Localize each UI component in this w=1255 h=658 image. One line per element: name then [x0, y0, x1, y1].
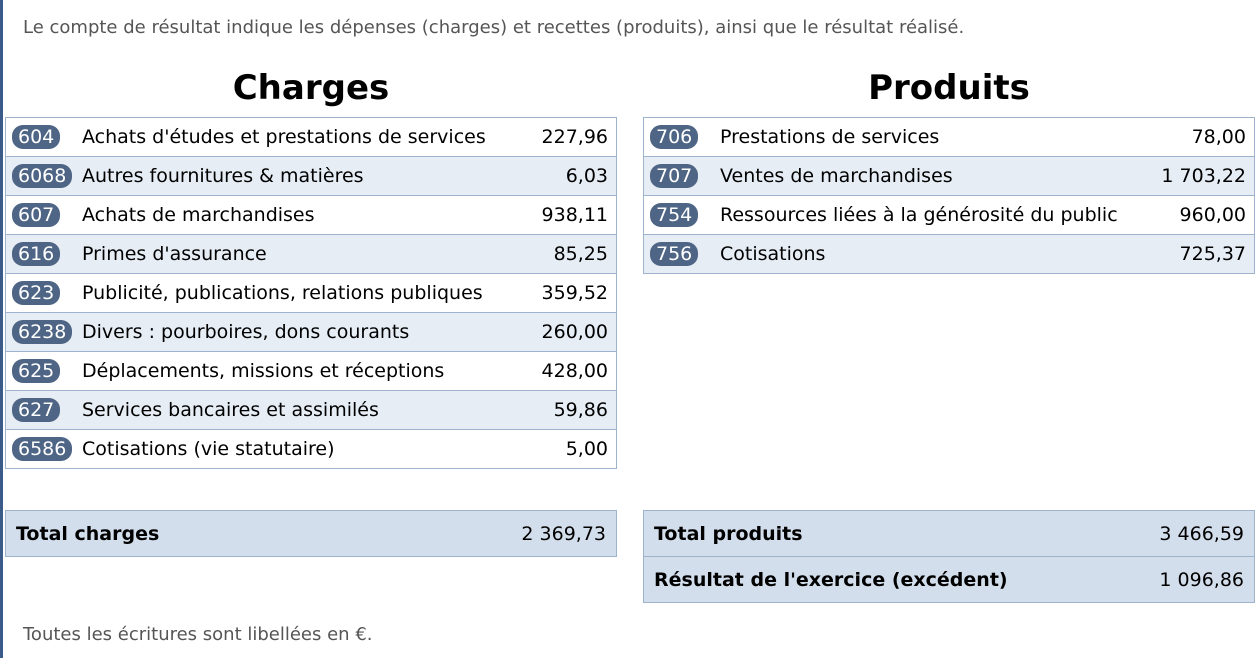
total-row: Total charges 2 369,73 [4, 510, 617, 557]
total-row: Total produits 3 466,59 [643, 510, 1255, 557]
result-amount: 1 096,86 [1120, 556, 1255, 603]
account-label: Primes d'assurance [82, 234, 533, 274]
charges-table: 604 Achats d'études et prestations de se… [5, 117, 617, 469]
account-label: Cotisations (vie statutaire) [82, 429, 533, 469]
table-row: 6238 Divers : pourboires, dons courants … [5, 312, 617, 352]
account-code-badge[interactable]: 6068 [12, 164, 73, 188]
account-label: Ventes de marchandises [720, 156, 1154, 196]
table-row: 616 Primes d'assurance 85,25 [5, 234, 617, 274]
account-label: Déplacements, missions et réceptions [82, 351, 533, 391]
account-label: Services bancaires et assimilés [82, 390, 533, 430]
account-code-badge[interactable]: 627 [12, 398, 61, 422]
charges-totals: Total charges 2 369,73 [4, 510, 617, 557]
table-row: 707 Ventes de marchandises 1 703,22 [643, 156, 1255, 196]
charges-title: Charges [232, 68, 390, 108]
account-code-badge[interactable]: 756 [650, 242, 699, 266]
account-amount: 6,03 [532, 156, 617, 196]
account-amount: 725,37 [1153, 234, 1255, 274]
account-code-badge[interactable]: 707 [650, 164, 699, 188]
account-label: Achats d'études et prestations de servic… [82, 117, 533, 157]
account-code-badge[interactable]: 607 [12, 203, 61, 227]
table-row: 6068 Autres fournitures & matières 6,03 [5, 156, 617, 196]
account-amount: 5,00 [532, 429, 617, 469]
table-row: 754 Ressources liées à la générosité du … [643, 195, 1255, 235]
produits-table: 706 Prestations de services 78,00 707 Ve… [643, 117, 1255, 274]
total-produits-label: Total produits [643, 510, 1121, 557]
account-label: Publicité, publications, relations publi… [82, 273, 533, 313]
total-charges-amount: 2 369,73 [377, 510, 617, 557]
table-row: 6586 Cotisations (vie statutaire) 5,00 [5, 429, 617, 469]
total-produits-amount: 3 466,59 [1120, 510, 1255, 557]
total-charges-label: Total charges [4, 510, 378, 557]
account-label: Cotisations [720, 234, 1154, 274]
account-amount: 1 703,22 [1153, 156, 1255, 196]
account-code-badge[interactable]: 706 [650, 125, 699, 149]
account-amount: 428,00 [532, 351, 617, 391]
table-row: 706 Prestations de services 78,00 [643, 117, 1255, 157]
account-label: Divers : pourboires, dons courants [82, 312, 533, 352]
account-code-badge[interactable]: 604 [12, 125, 61, 149]
account-amount: 59,86 [532, 390, 617, 430]
footer-note: Toutes les écritures sont libellées en €… [23, 624, 373, 645]
table-row: 756 Cotisations 725,37 [643, 234, 1255, 274]
table-row: 604 Achats d'études et prestations de se… [5, 117, 617, 157]
account-amount: 85,25 [532, 234, 617, 274]
account-amount: 227,96 [532, 117, 617, 157]
intro-text: Le compte de résultat indique les dépens… [23, 17, 965, 38]
result-row: Résultat de l'exercice (excédent) 1 096,… [643, 556, 1255, 603]
table-row: 627 Services bancaires et assimilés 59,8… [5, 390, 617, 430]
account-code-badge[interactable]: 625 [12, 359, 61, 383]
left-border [0, 0, 3, 658]
produits-title: Produits [868, 68, 1030, 108]
account-label: Achats de marchandises [82, 195, 533, 235]
result-label: Résultat de l'exercice (excédent) [643, 556, 1121, 603]
account-code-badge[interactable]: 623 [12, 281, 61, 305]
account-amount: 260,00 [532, 312, 617, 352]
account-label: Prestations de services [720, 117, 1154, 157]
account-code-badge[interactable]: 616 [12, 242, 61, 266]
table-row: 625 Déplacements, missions et réceptions… [5, 351, 617, 391]
account-label: Autres fournitures & matières [82, 156, 533, 196]
account-code-badge[interactable]: 754 [650, 203, 699, 227]
account-amount: 78,00 [1153, 117, 1255, 157]
account-amount: 960,00 [1153, 195, 1255, 235]
account-code-badge[interactable]: 6586 [12, 437, 73, 461]
table-row: 623 Publicité, publications, relations p… [5, 273, 617, 313]
produits-totals: Total produits 3 466,59 Résultat de l'ex… [643, 510, 1255, 603]
account-amount: 938,11 [532, 195, 617, 235]
table-row: 607 Achats de marchandises 938,11 [5, 195, 617, 235]
account-code-badge[interactable]: 6238 [12, 320, 73, 344]
account-amount: 359,52 [532, 273, 617, 313]
account-label: Ressources liées à la générosité du publ… [720, 195, 1154, 235]
